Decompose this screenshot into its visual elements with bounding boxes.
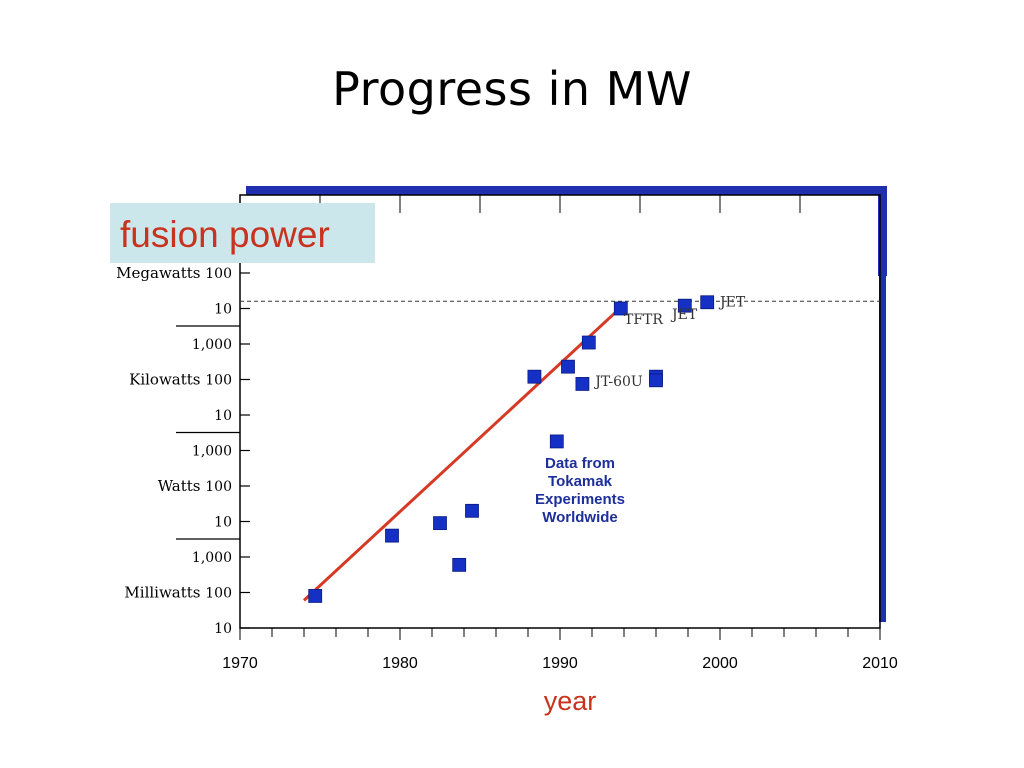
data-point: [308, 589, 323, 603]
annotation-line-1: Data from: [545, 455, 615, 472]
y-tick-label: 100: [205, 373, 232, 389]
point-label: JET: [718, 294, 746, 310]
y-tick-label: 10: [214, 515, 232, 531]
x-tick-label: 2000: [702, 655, 738, 672]
y-unit-label: Watts: [158, 477, 201, 495]
frame-top-bar: [246, 186, 886, 195]
data-point: [527, 369, 542, 384]
y-tick-label: 100: [205, 586, 232, 602]
data-point: [465, 503, 479, 518]
annotation-line-2: Tokamak: [548, 473, 613, 490]
x-tick-label: 1990: [542, 655, 578, 672]
data-point: [700, 295, 715, 310]
data-point: [677, 298, 692, 313]
y-tick-label: 10: [214, 408, 232, 424]
x-tick-label: 1970: [222, 655, 258, 672]
badge-label: fusion power: [120, 214, 330, 255]
y-tick-label: 10: [214, 621, 232, 637]
data-point: [613, 301, 628, 316]
slide-title: Progress in MW: [332, 62, 692, 116]
annotation-line-3: Experiments: [535, 491, 625, 508]
data-point: [385, 528, 399, 543]
point-label: TFTR: [624, 312, 663, 328]
data-point: [561, 359, 575, 374]
y-tick-label: 1,000: [192, 444, 232, 460]
x-axis-title: year: [544, 686, 597, 716]
y-tick-label: 1,000: [192, 337, 232, 353]
y-tick-label: 1,000: [192, 550, 232, 566]
frame-right-bar-lower: [879, 276, 886, 622]
data-point: [433, 516, 447, 531]
data-point: [549, 434, 564, 449]
y-unit-label: Kilowatts: [129, 371, 200, 389]
y-tick-label: 10: [214, 302, 232, 318]
data-point: [649, 373, 663, 388]
x-tick-label: 2010: [862, 655, 898, 672]
y-tick-label: 100: [205, 266, 232, 282]
y-unit-label: Megawatts: [116, 264, 200, 282]
annotation-line-4: Worldwide: [542, 509, 618, 526]
point-label: JT-60U: [593, 374, 643, 390]
point-label: JET: [670, 307, 698, 323]
data-point: [575, 377, 590, 391]
frame-right-bar: [878, 186, 887, 276]
y-unit-label: Milliwatts: [124, 584, 200, 602]
data-point: [581, 335, 596, 350]
data-point: [452, 557, 467, 572]
x-tick-label: 1980: [382, 655, 418, 672]
y-tick-label: 100: [205, 479, 232, 495]
badge-background: [110, 203, 375, 263]
